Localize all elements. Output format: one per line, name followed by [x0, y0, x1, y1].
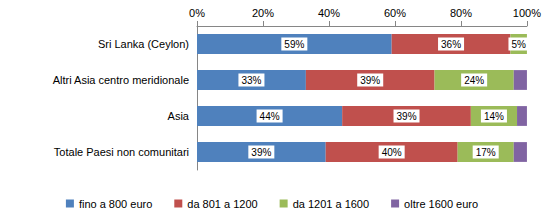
svg-text:da 801 a 1200: da 801 a 1200	[187, 198, 257, 210]
svg-text:100%: 100%	[513, 7, 541, 19]
svg-text:59%: 59%	[284, 39, 304, 50]
svg-text:20%: 20%	[252, 7, 274, 19]
svg-text:da 1201 a 1600: da 1201 a 1600	[293, 198, 369, 210]
svg-text:5%: 5%	[511, 39, 526, 50]
svg-text:39%: 39%	[251, 147, 271, 158]
svg-text:Altri Asia centro meridionale: Altri Asia centro meridionale	[53, 74, 189, 86]
svg-text:44%: 44%	[260, 111, 280, 122]
svg-text:Asia: Asia	[168, 110, 190, 122]
svg-text:0%: 0%	[189, 7, 205, 19]
svg-text:14%: 14%	[484, 111, 504, 122]
svg-text:36%: 36%	[441, 39, 461, 50]
svg-text:24%: 24%	[464, 75, 484, 86]
svg-text:Sri Lanka (Ceylon): Sri Lanka (Ceylon)	[98, 38, 189, 50]
svg-text:40%: 40%	[382, 147, 402, 158]
svg-text:80%: 80%	[450, 7, 472, 19]
svg-text:Totale Paesi non comunitari: Totale Paesi non comunitari	[54, 146, 189, 158]
svg-text:60%: 60%	[384, 7, 406, 19]
svg-text:17%: 17%	[476, 147, 496, 158]
svg-text:39%: 39%	[396, 111, 416, 122]
svg-text:fino a 800 euro: fino a 800 euro	[79, 198, 152, 210]
svg-text:39%: 39%	[360, 75, 380, 86]
svg-text:oltre 1600 euro: oltre 1600 euro	[404, 198, 478, 210]
svg-text:40%: 40%	[318, 7, 340, 19]
svg-text:33%: 33%	[241, 75, 261, 86]
